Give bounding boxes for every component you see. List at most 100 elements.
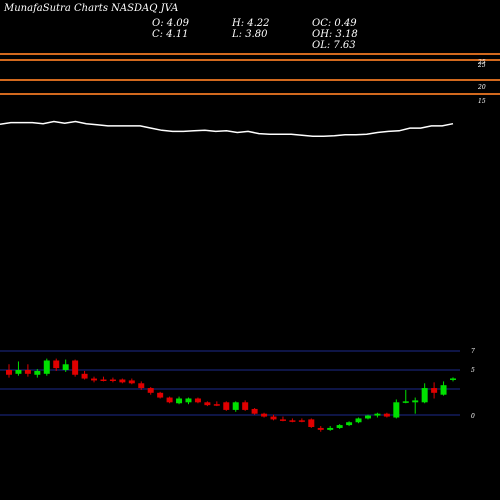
candle <box>34 369 41 378</box>
candle-body <box>91 378 98 381</box>
candle <box>336 424 343 429</box>
candle-body <box>261 413 268 417</box>
lower-axis-ticks: 7 5 0 <box>471 348 475 420</box>
candle <box>261 412 268 418</box>
candle-body <box>279 419 286 421</box>
candle-body <box>412 400 419 403</box>
candle <box>185 397 192 405</box>
oc-value: OC: 0.49 <box>312 18 357 29</box>
candle <box>194 397 201 404</box>
upper-tick-label: 20 <box>477 84 486 91</box>
price-band-lines <box>0 53 500 95</box>
open-value: O: 4.09 <box>152 18 190 29</box>
candle-body <box>317 427 324 430</box>
candle-body <box>364 415 371 419</box>
candle-body <box>157 392 164 398</box>
candle <box>289 418 296 423</box>
candle-body <box>402 401 409 403</box>
candle <box>166 396 173 404</box>
candle <box>393 399 400 419</box>
candle <box>138 381 145 390</box>
candle <box>119 378 126 384</box>
candle-body <box>308 419 315 427</box>
oh-value: OH: 3.18 <box>312 29 358 40</box>
candle <box>15 361 22 376</box>
candle <box>62 359 69 372</box>
candle-body <box>223 402 230 410</box>
candle-body <box>100 379 107 381</box>
candle <box>308 418 315 428</box>
candle-body <box>336 425 343 428</box>
candle-body <box>138 383 145 389</box>
lower-tick-label: 5 <box>471 367 475 374</box>
candle-body <box>34 370 41 375</box>
candle <box>176 396 183 405</box>
candle-body <box>128 380 135 384</box>
candle <box>317 426 324 432</box>
candle-body <box>440 385 447 395</box>
candle-body <box>147 388 154 393</box>
lower-tick-label: 0 <box>471 413 475 420</box>
candle-body <box>355 418 362 423</box>
upper-tick-label: 25 <box>477 62 486 69</box>
candle <box>6 364 12 378</box>
candle <box>346 421 353 427</box>
upper-tick-label: 25 <box>477 59 486 66</box>
candle <box>402 389 409 404</box>
candle-body <box>194 398 201 403</box>
candle-body <box>43 360 50 374</box>
candle <box>157 391 164 399</box>
candle <box>223 401 230 411</box>
candle <box>147 387 154 395</box>
candle <box>91 376 98 383</box>
candle <box>109 377 116 383</box>
candle-body <box>374 413 381 416</box>
candle <box>450 377 456 382</box>
candle <box>128 378 135 385</box>
candle <box>204 401 211 407</box>
candle-body <box>327 427 334 430</box>
candle-body <box>72 360 79 375</box>
candle <box>251 408 258 415</box>
candle <box>53 358 60 371</box>
candle <box>24 364 31 377</box>
candle-body <box>298 420 305 422</box>
candle-body <box>81 373 88 379</box>
lower-grid-lines <box>0 350 460 416</box>
candle-body <box>53 360 60 369</box>
candle-body <box>450 378 456 380</box>
candle <box>298 418 305 423</box>
candle-body <box>431 388 438 393</box>
candle-body <box>204 402 211 406</box>
candlestick-series <box>6 358 456 432</box>
candle-body <box>383 413 390 417</box>
candle <box>242 400 249 411</box>
chart-brand-title: MunafaSutra Charts NASDAQ JVA <box>4 3 179 14</box>
candle-body <box>15 370 22 374</box>
upper-tick-label: 15 <box>478 98 486 105</box>
candle-body <box>6 370 12 375</box>
candle-body <box>242 402 249 410</box>
candle-body <box>119 379 126 383</box>
price-line <box>0 120 454 138</box>
low-value: L: 3.80 <box>232 29 268 40</box>
candle-body <box>185 398 192 403</box>
candle <box>270 414 277 421</box>
candle <box>383 412 390 418</box>
candle-body <box>393 402 400 418</box>
candle <box>232 401 239 412</box>
candle-body <box>109 379 116 381</box>
candle-body <box>251 408 258 414</box>
candle <box>72 359 79 377</box>
candle-body <box>270 416 277 420</box>
candle <box>355 417 362 424</box>
lower-tick-label: 7 <box>471 348 475 355</box>
candle <box>100 376 107 382</box>
candle <box>412 397 419 414</box>
high-value: H: 4.22 <box>232 18 270 29</box>
candle <box>81 370 88 380</box>
candle <box>364 414 371 420</box>
candle <box>431 382 438 399</box>
